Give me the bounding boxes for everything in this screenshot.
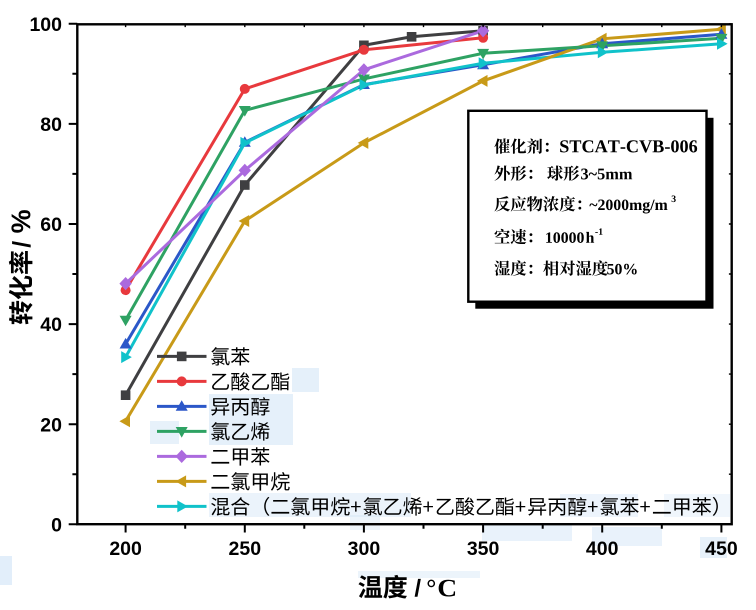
svg-text:60: 60	[40, 214, 62, 236]
svg-text:400: 400	[586, 538, 619, 560]
svg-text:100: 100	[29, 14, 62, 36]
svg-text:450: 450	[705, 538, 738, 560]
svg-text:20: 20	[40, 414, 62, 436]
svg-text:350: 350	[467, 538, 500, 560]
svg-text:300: 300	[348, 538, 381, 560]
svg-text:200: 200	[109, 538, 142, 560]
svg-text:40: 40	[40, 314, 62, 336]
svg-text:0: 0	[51, 514, 62, 536]
svg-text:80: 80	[40, 114, 62, 136]
svg-text:250: 250	[229, 538, 262, 560]
